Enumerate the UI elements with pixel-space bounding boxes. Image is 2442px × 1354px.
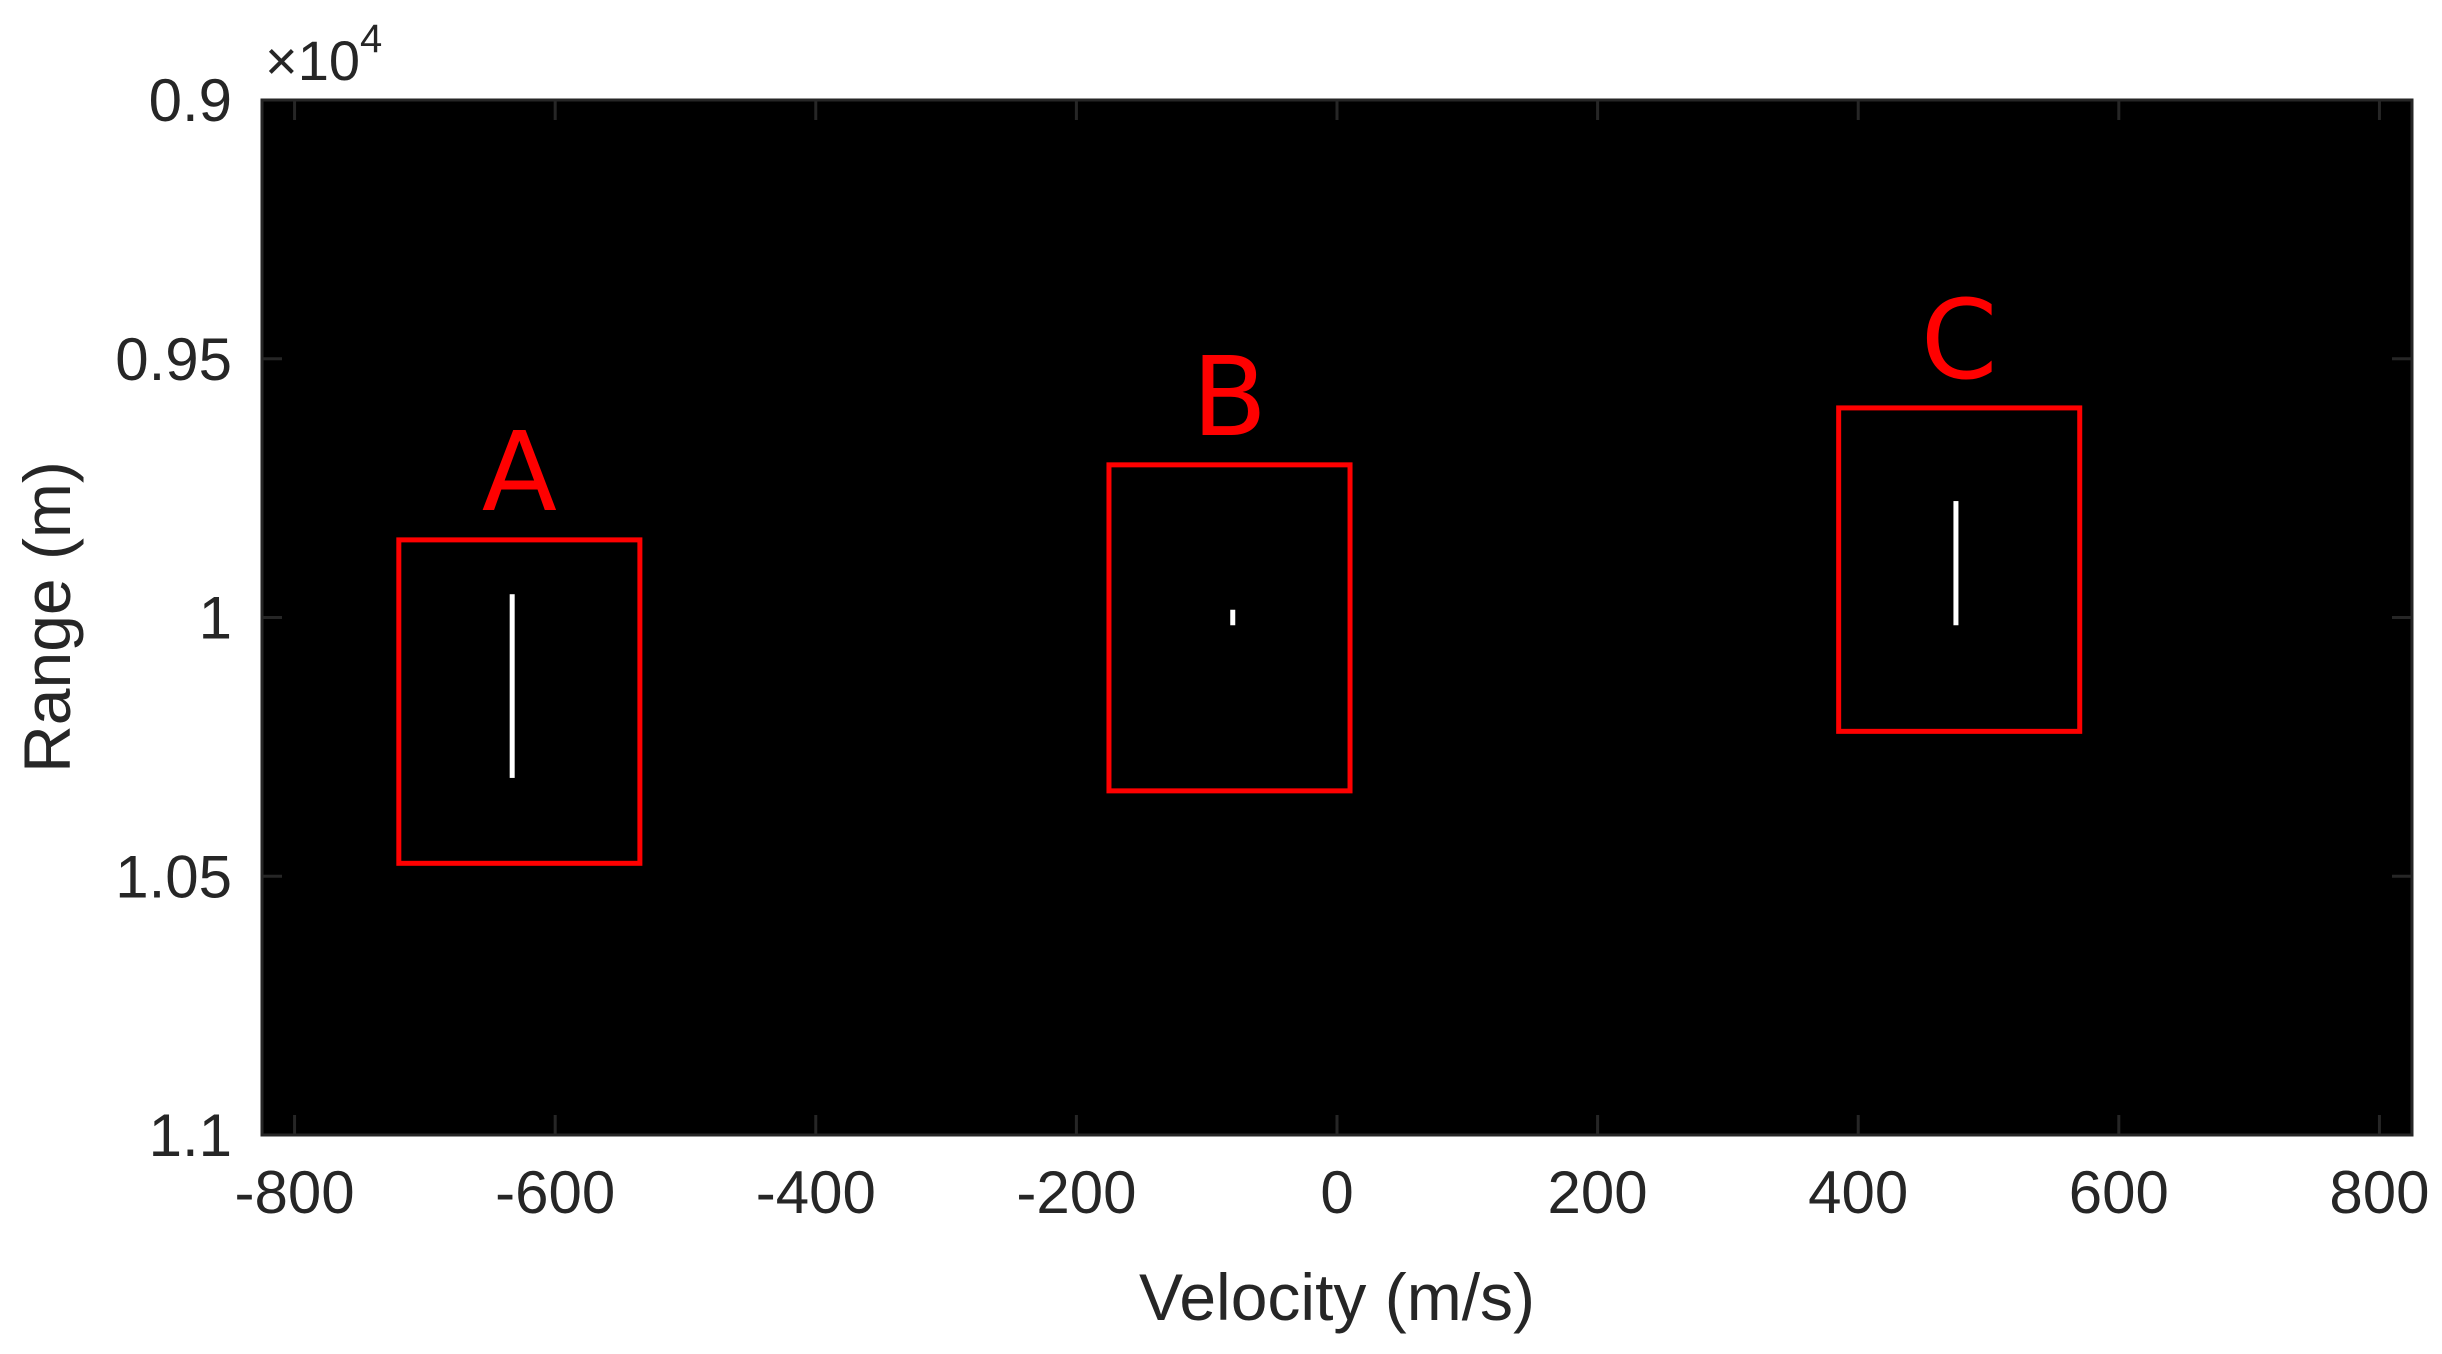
exponent-power: 4	[360, 17, 382, 61]
x-tick-label: -600	[495, 1159, 615, 1226]
x-tick-label: -200	[1016, 1159, 1136, 1226]
target-c-detection	[1953, 501, 1959, 626]
target-c-box	[1836, 405, 2083, 734]
x-tick-label: -400	[756, 1159, 876, 1226]
chart-marks: A B C	[396, 276, 2083, 866]
x-tick-label: 200	[1548, 1159, 1648, 1226]
target-c-label: C	[1921, 276, 1998, 404]
y-axis-title: Range (m)	[10, 461, 84, 773]
y-tick-label: 1.1	[149, 1102, 232, 1169]
y-axis-exponent: ×104	[265, 17, 382, 92]
target-a-box	[396, 537, 643, 866]
target-a-detection	[509, 594, 515, 778]
target-b-detection	[1230, 609, 1236, 626]
x-tick-label: -800	[235, 1159, 355, 1226]
target-b-label: B	[1192, 333, 1267, 461]
y-tick-label: 0.95	[115, 326, 232, 393]
y-tick-label: 1	[199, 585, 232, 652]
y-tick-label: 0.9	[149, 67, 232, 134]
x-tick-label: 800	[2329, 1159, 2429, 1226]
y-tick-label: 1.05	[115, 843, 232, 910]
x-tick-label: 400	[1808, 1159, 1908, 1226]
x-tick-label: 0	[1320, 1159, 1353, 1226]
target-a-label: A	[482, 408, 557, 536]
x-axis-title: Velocity (m/s)	[1139, 1260, 1535, 1334]
plot-area	[262, 100, 2412, 1135]
exponent-prefix: ×10	[265, 29, 360, 92]
x-axis: -800 -600 -400 -200 0 200 400 600 800	[235, 100, 2429, 1226]
target-b-box	[1106, 462, 1353, 794]
y-axis: 0.9 0.95 1 1.05 1.1	[115, 67, 2412, 1169]
x-tick-label: 600	[2069, 1159, 2169, 1226]
